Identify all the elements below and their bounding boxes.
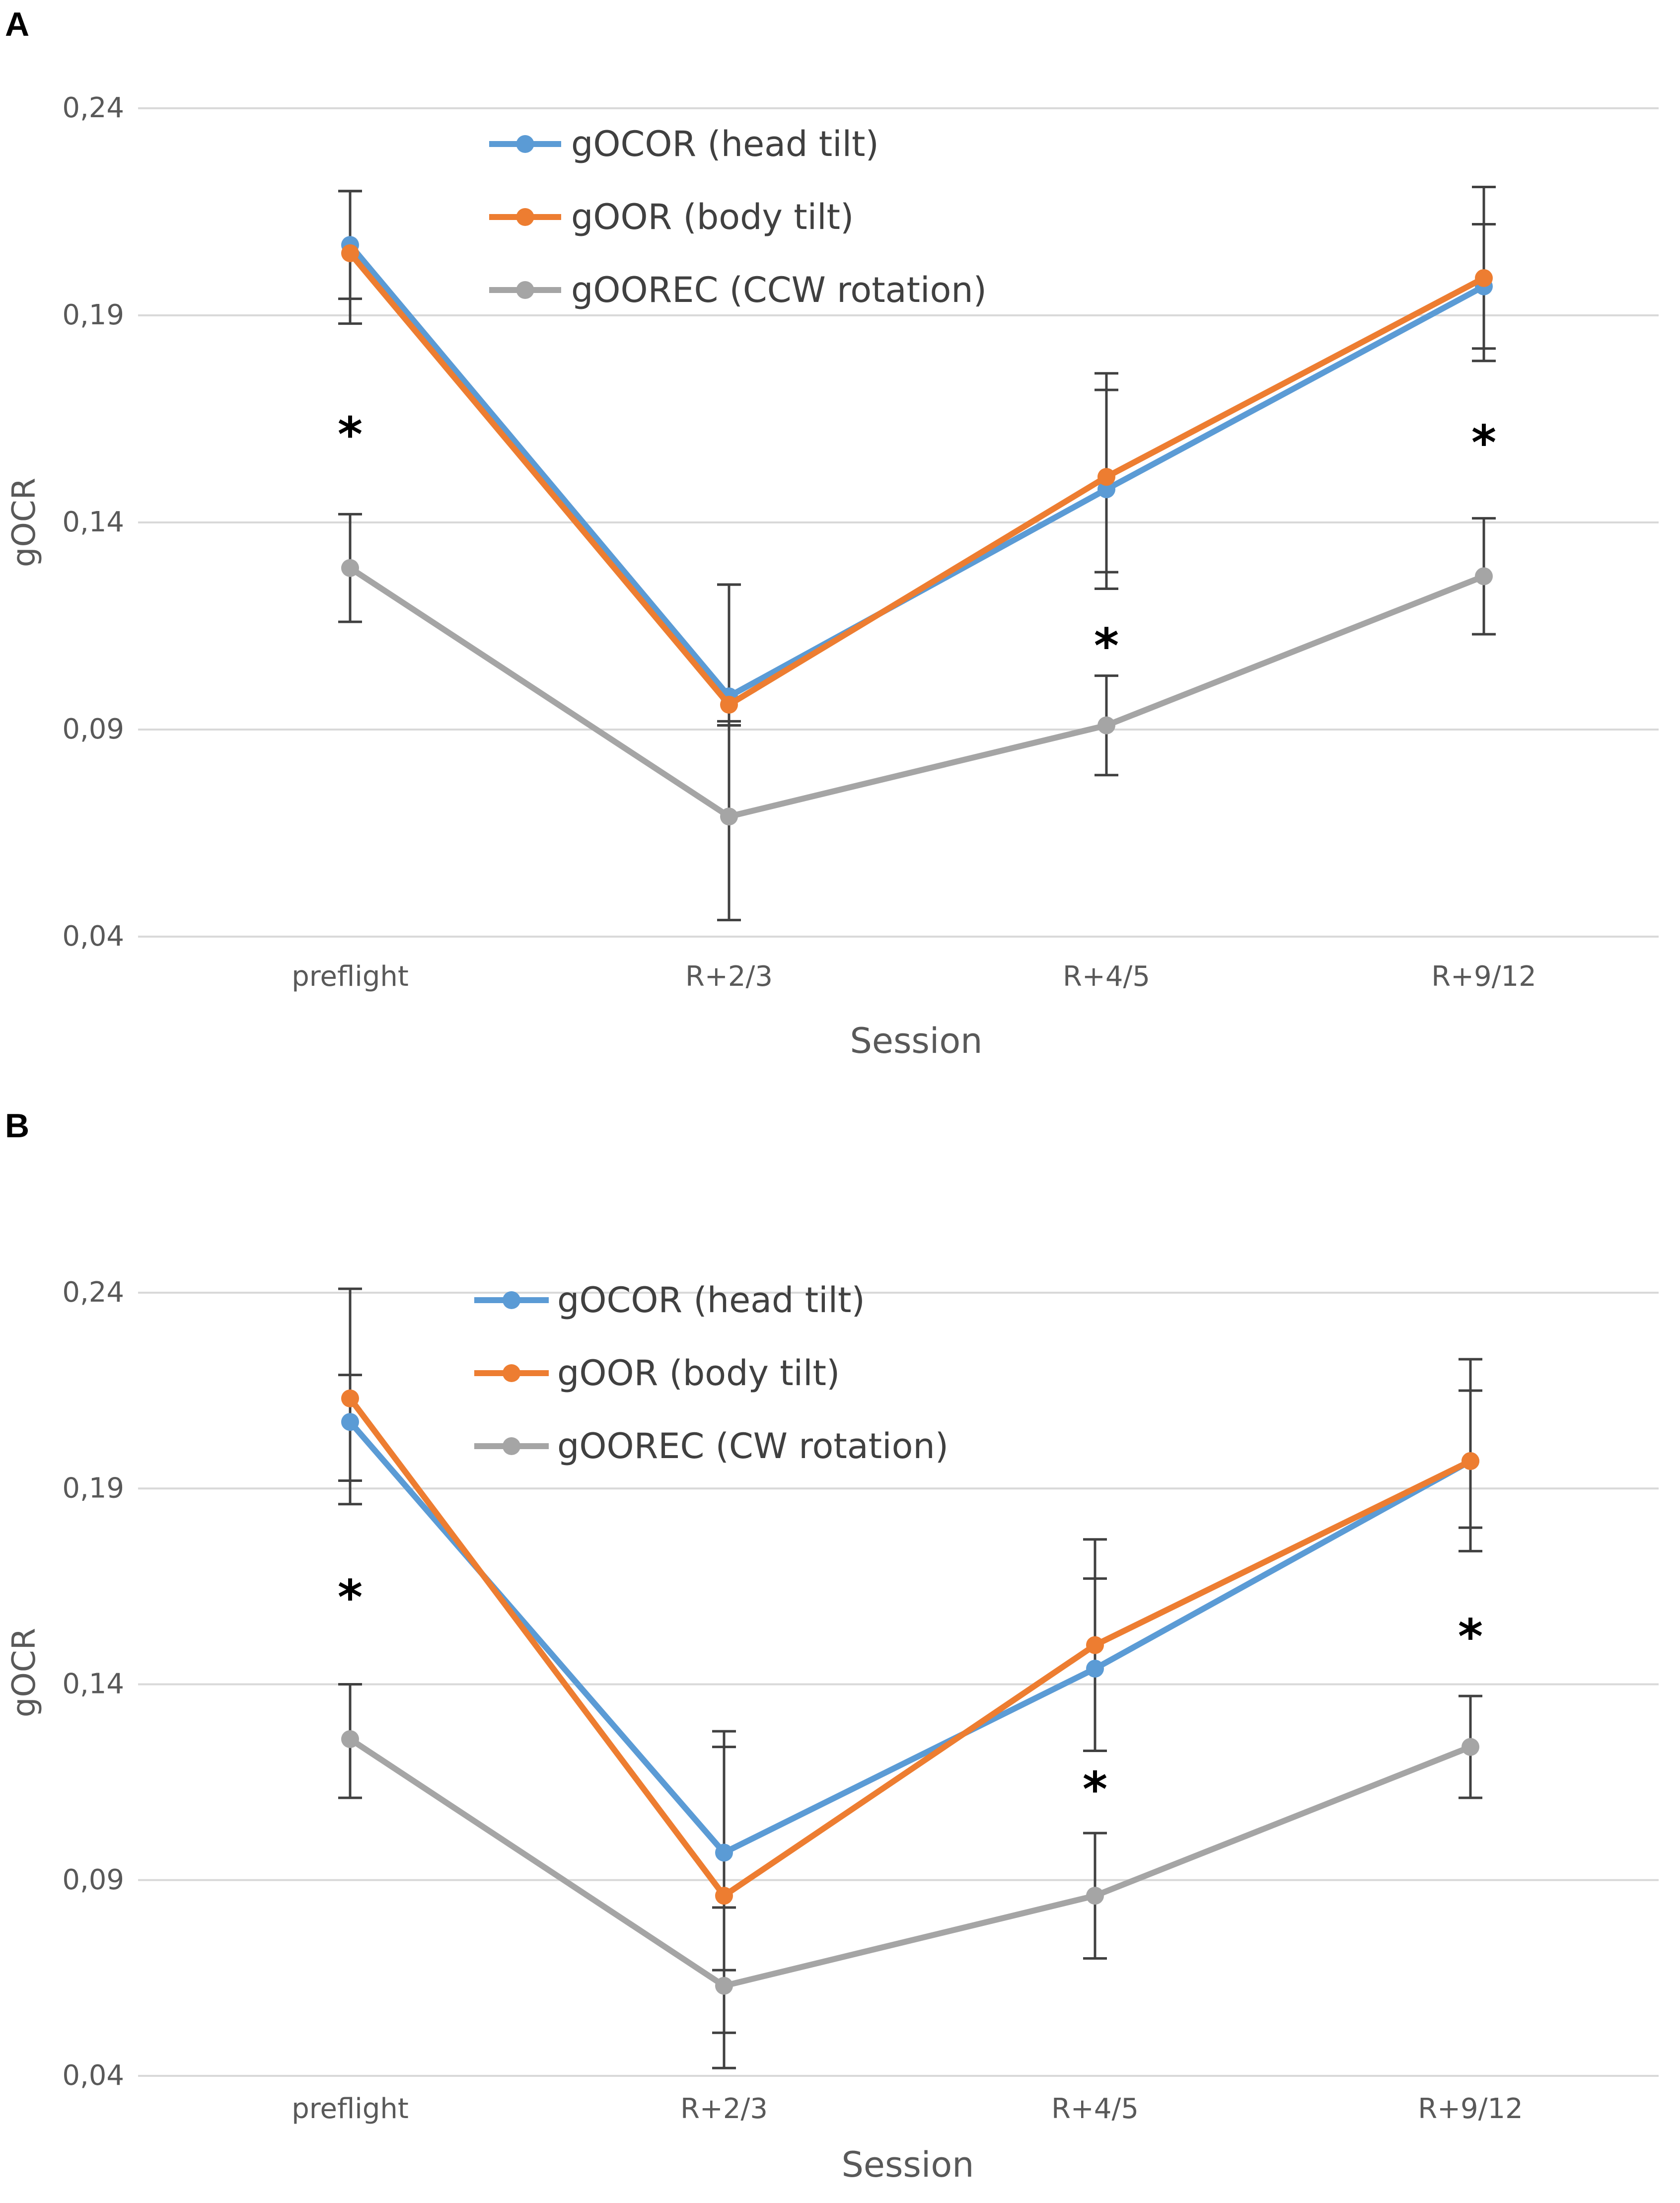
legend-entry: gOOR (body tilt) [571, 197, 854, 237]
significance-asterisk: * [338, 407, 363, 463]
data-point [715, 1977, 733, 1995]
series-line [348, 1736, 1472, 1989]
data-point [720, 808, 738, 826]
x-tick-label: preflight [292, 2093, 409, 2125]
data-point [1475, 567, 1493, 586]
data-point [1461, 1452, 1479, 1470]
significance-asterisk: * [1458, 1609, 1483, 1665]
x-tick-label: R+9/12 [1431, 960, 1536, 993]
data-point [715, 1843, 733, 1862]
series-line [348, 251, 1485, 708]
data-point [1097, 480, 1115, 499]
y-tick-label: 0,24 [62, 92, 124, 124]
data-point [1086, 1659, 1104, 1678]
panel-label: A [5, 5, 30, 43]
data-point [1461, 1738, 1479, 1756]
significance-asterisk: * [338, 1570, 363, 1625]
data-point [1097, 468, 1115, 486]
y-tick-label: 0,19 [62, 299, 124, 331]
x-tick-label: R+9/12 [1418, 2093, 1523, 2125]
legend-swatch-marker [503, 1291, 520, 1309]
legend-swatch-marker [516, 281, 534, 299]
x-tick-label: R+4/5 [1063, 960, 1150, 993]
legend-swatch-marker [516, 208, 534, 226]
significance-asterisk: * [1094, 618, 1119, 674]
legend-swatch-marker [503, 1364, 520, 1382]
y-tick-label: 0,09 [62, 1864, 124, 1896]
legend-entry: gOCOR (head tilt) [571, 124, 879, 164]
y-tick-label: 0,19 [62, 1472, 124, 1504]
panel-b: B 0,04 0,09 0,14 0,19 0,24 preflight R+2/3 R+4/… [0, 1102, 1680, 2203]
data-point [341, 1413, 359, 1431]
x-tick-label: R+2/3 [680, 2093, 768, 2125]
series-line [348, 1396, 1472, 1899]
legend-swatch-marker [516, 135, 534, 153]
significance-asterisk: * [1083, 1762, 1107, 1818]
legend-entry: gOOREC (CW rotation) [557, 1426, 949, 1467]
y-tick-label: 0,04 [62, 2059, 124, 2092]
significance-asterisk: * [1471, 415, 1496, 471]
x-axis-label: Session [850, 1021, 982, 1061]
series-line [348, 565, 1485, 820]
series-line [348, 1420, 1472, 1856]
series-line [348, 243, 1485, 700]
data-point [1097, 716, 1115, 734]
x-tick-label: preflight [292, 960, 409, 993]
data-point [1086, 1887, 1104, 1905]
data-point [341, 1730, 359, 1748]
data-point [341, 559, 359, 577]
x-axis-label: Session [841, 2144, 974, 2185]
y-tick-label: 0,14 [62, 506, 124, 538]
y-axis-label: gOCR [6, 478, 43, 567]
data-point [715, 1887, 733, 1905]
y-axis-label: gOCR [6, 1628, 43, 1717]
data-point [341, 244, 359, 262]
legend-entry: gOCOR (head tilt) [557, 1280, 865, 1321]
panel-a: A 0,04 0,09 0,14 0,19 0,24 preflight R+2/3 R+4/… [5, 5, 1659, 1061]
line-chart-a: 0,04 0,09 0,14 0,19 0,24 preflight R+2/3 R+4/5 R… [6, 92, 1659, 1061]
data-point [341, 1389, 359, 1407]
y-tick-label: 0,09 [62, 713, 124, 745]
y-tick-label: 0,04 [62, 920, 124, 953]
panel-label: B [5, 1107, 30, 1145]
data-point [1475, 269, 1493, 287]
x-tick-label: R+4/5 [1051, 2093, 1139, 2125]
line-chart-b: 0,04 0,09 0,14 0,19 0,24 preflight R+2/3 R+4/5 R… [6, 1276, 1659, 2185]
legend-entry: gOOREC (CCW rotation) [571, 270, 987, 310]
data-point [720, 695, 738, 714]
y-tick-label: 0,14 [62, 1668, 124, 1700]
y-tick-label: 0,24 [62, 1276, 124, 1309]
legend-swatch-marker [503, 1437, 520, 1455]
x-tick-label: R+2/3 [685, 960, 773, 993]
data-point [1086, 1636, 1104, 1654]
legend-entry: gOOR (body tilt) [557, 1353, 840, 1394]
